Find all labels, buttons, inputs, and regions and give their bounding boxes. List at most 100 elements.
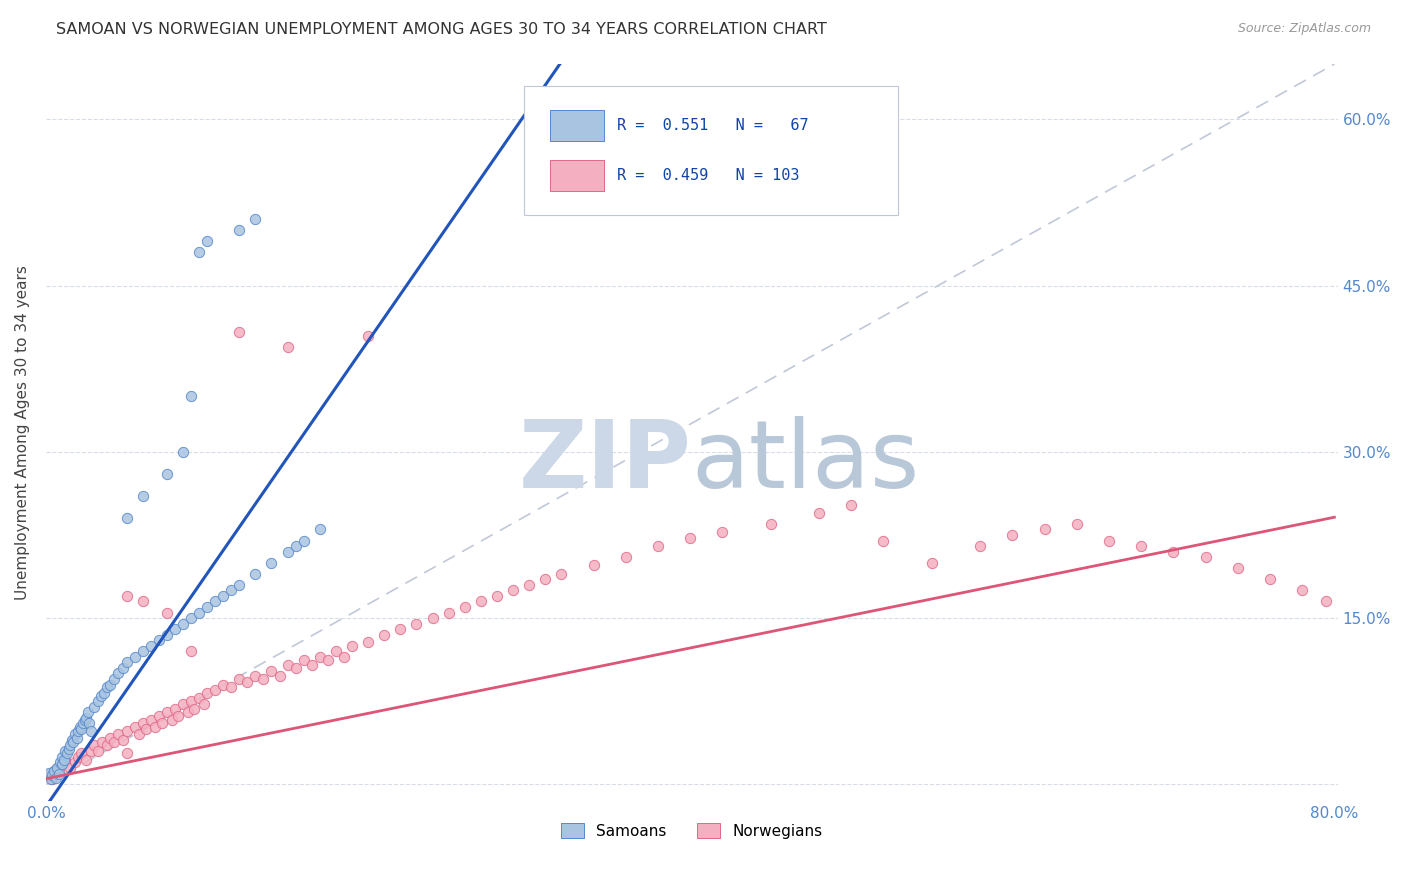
Point <box>156 467 179 481</box>
Point <box>517 578 540 592</box>
Point <box>148 633 170 648</box>
Point <box>112 733 135 747</box>
Point <box>48 767 70 781</box>
Point <box>1033 523 1056 537</box>
Point <box>502 583 524 598</box>
Point <box>292 533 315 548</box>
Point <box>172 616 194 631</box>
Point <box>316 653 339 667</box>
Point <box>49 755 72 769</box>
Point <box>839 498 862 512</box>
Point <box>128 727 150 741</box>
Point <box>470 594 492 608</box>
Point <box>219 583 242 598</box>
Point <box>75 711 97 725</box>
Point <box>56 746 79 760</box>
Point <box>100 677 122 691</box>
Point <box>156 606 179 620</box>
Point <box>180 694 202 708</box>
Point <box>103 735 125 749</box>
Point <box>150 716 173 731</box>
Text: ZIP: ZIP <box>519 416 692 508</box>
Point <box>79 716 101 731</box>
Point <box>96 680 118 694</box>
Point <box>124 649 146 664</box>
Point <box>156 628 179 642</box>
Point <box>139 639 162 653</box>
Point <box>260 556 283 570</box>
Point <box>1130 539 1153 553</box>
Point <box>62 735 84 749</box>
Point <box>711 524 734 539</box>
Point <box>534 572 557 586</box>
Point <box>485 589 508 603</box>
Point <box>212 589 235 603</box>
Point <box>42 764 65 778</box>
Point <box>228 325 250 339</box>
Point <box>1315 594 1337 608</box>
Point <box>115 511 138 525</box>
Point <box>93 686 115 700</box>
Point <box>1194 550 1216 565</box>
Point <box>69 720 91 734</box>
Point <box>183 702 205 716</box>
Point <box>72 716 94 731</box>
Point <box>872 533 894 548</box>
Point <box>80 744 103 758</box>
Point <box>759 516 782 531</box>
Point <box>277 340 299 354</box>
Point <box>163 702 186 716</box>
Point <box>73 713 96 727</box>
Point <box>96 739 118 753</box>
Point <box>70 722 93 736</box>
Point <box>148 708 170 723</box>
Point <box>63 727 86 741</box>
Point <box>1258 572 1281 586</box>
Point <box>63 755 86 769</box>
Point <box>75 753 97 767</box>
Point <box>1001 528 1024 542</box>
Point <box>51 757 73 772</box>
Point <box>38 768 60 782</box>
Point <box>38 766 60 780</box>
Point <box>46 761 69 775</box>
Point <box>308 523 330 537</box>
Point <box>41 768 63 782</box>
Point <box>115 724 138 739</box>
Text: R =  0.459   N = 103: R = 0.459 N = 103 <box>617 168 800 183</box>
Point <box>70 746 93 760</box>
Point <box>45 766 67 780</box>
Point <box>228 223 250 237</box>
FancyBboxPatch shape <box>550 110 605 141</box>
Point <box>614 550 637 565</box>
Point <box>65 731 87 745</box>
Point <box>1163 544 1185 558</box>
Point <box>245 212 267 227</box>
Point <box>204 594 226 608</box>
Point <box>160 713 183 727</box>
Point <box>172 698 194 712</box>
Point <box>921 556 943 570</box>
Point <box>373 628 395 642</box>
Point <box>53 744 76 758</box>
Point <box>325 644 347 658</box>
Point <box>45 771 67 785</box>
Point <box>46 761 69 775</box>
Point <box>42 764 65 778</box>
Point <box>422 611 444 625</box>
Point <box>58 741 80 756</box>
Point <box>112 661 135 675</box>
Point <box>115 656 138 670</box>
Point <box>284 539 307 553</box>
FancyBboxPatch shape <box>550 160 605 191</box>
Point <box>51 757 73 772</box>
Point <box>188 690 211 705</box>
Point <box>188 606 211 620</box>
Text: atlas: atlas <box>692 416 920 508</box>
Point <box>145 720 167 734</box>
Point <box>180 644 202 658</box>
Y-axis label: Unemployment Among Ages 30 to 34 years: Unemployment Among Ages 30 to 34 years <box>15 265 30 600</box>
Text: Source: ZipAtlas.com: Source: ZipAtlas.com <box>1237 22 1371 36</box>
Point <box>454 599 477 614</box>
Point <box>969 539 991 553</box>
